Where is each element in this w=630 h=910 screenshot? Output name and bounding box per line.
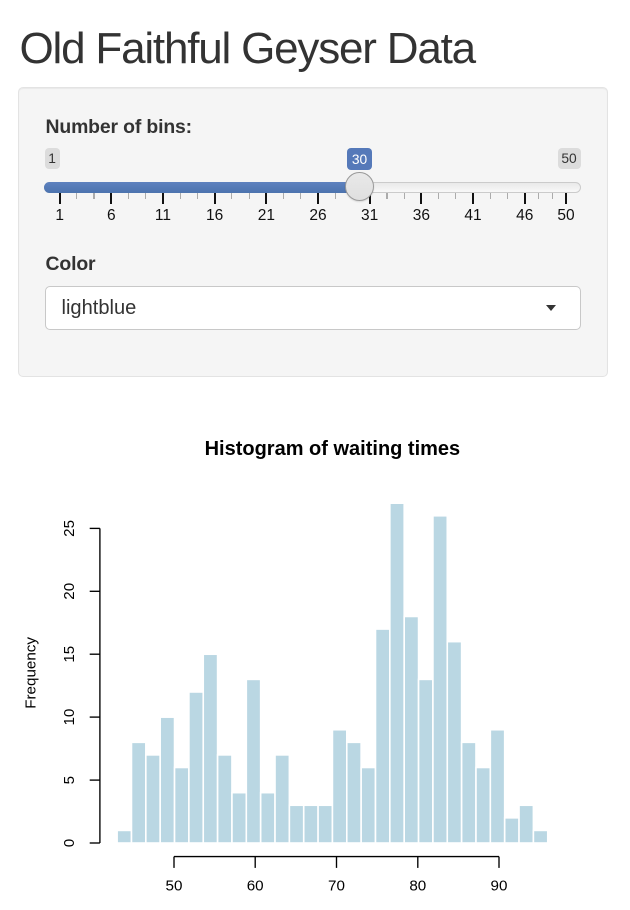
svg-text:70: 70 [328,878,345,895]
svg-text:50: 50 [166,878,183,895]
svg-text:10: 10 [61,709,78,726]
svg-text:Histogram of waiting times: Histogram of waiting times [205,438,461,460]
svg-text:0: 0 [61,839,78,847]
svg-text:20: 20 [61,583,78,600]
svg-text:80: 80 [409,878,426,895]
svg-text:25: 25 [61,520,78,537]
svg-text:15: 15 [61,646,78,663]
svg-text:60: 60 [247,878,264,895]
svg-text:5: 5 [61,776,78,784]
svg-text:90: 90 [491,878,508,895]
svg-text:Frequency: Frequency [22,637,39,709]
